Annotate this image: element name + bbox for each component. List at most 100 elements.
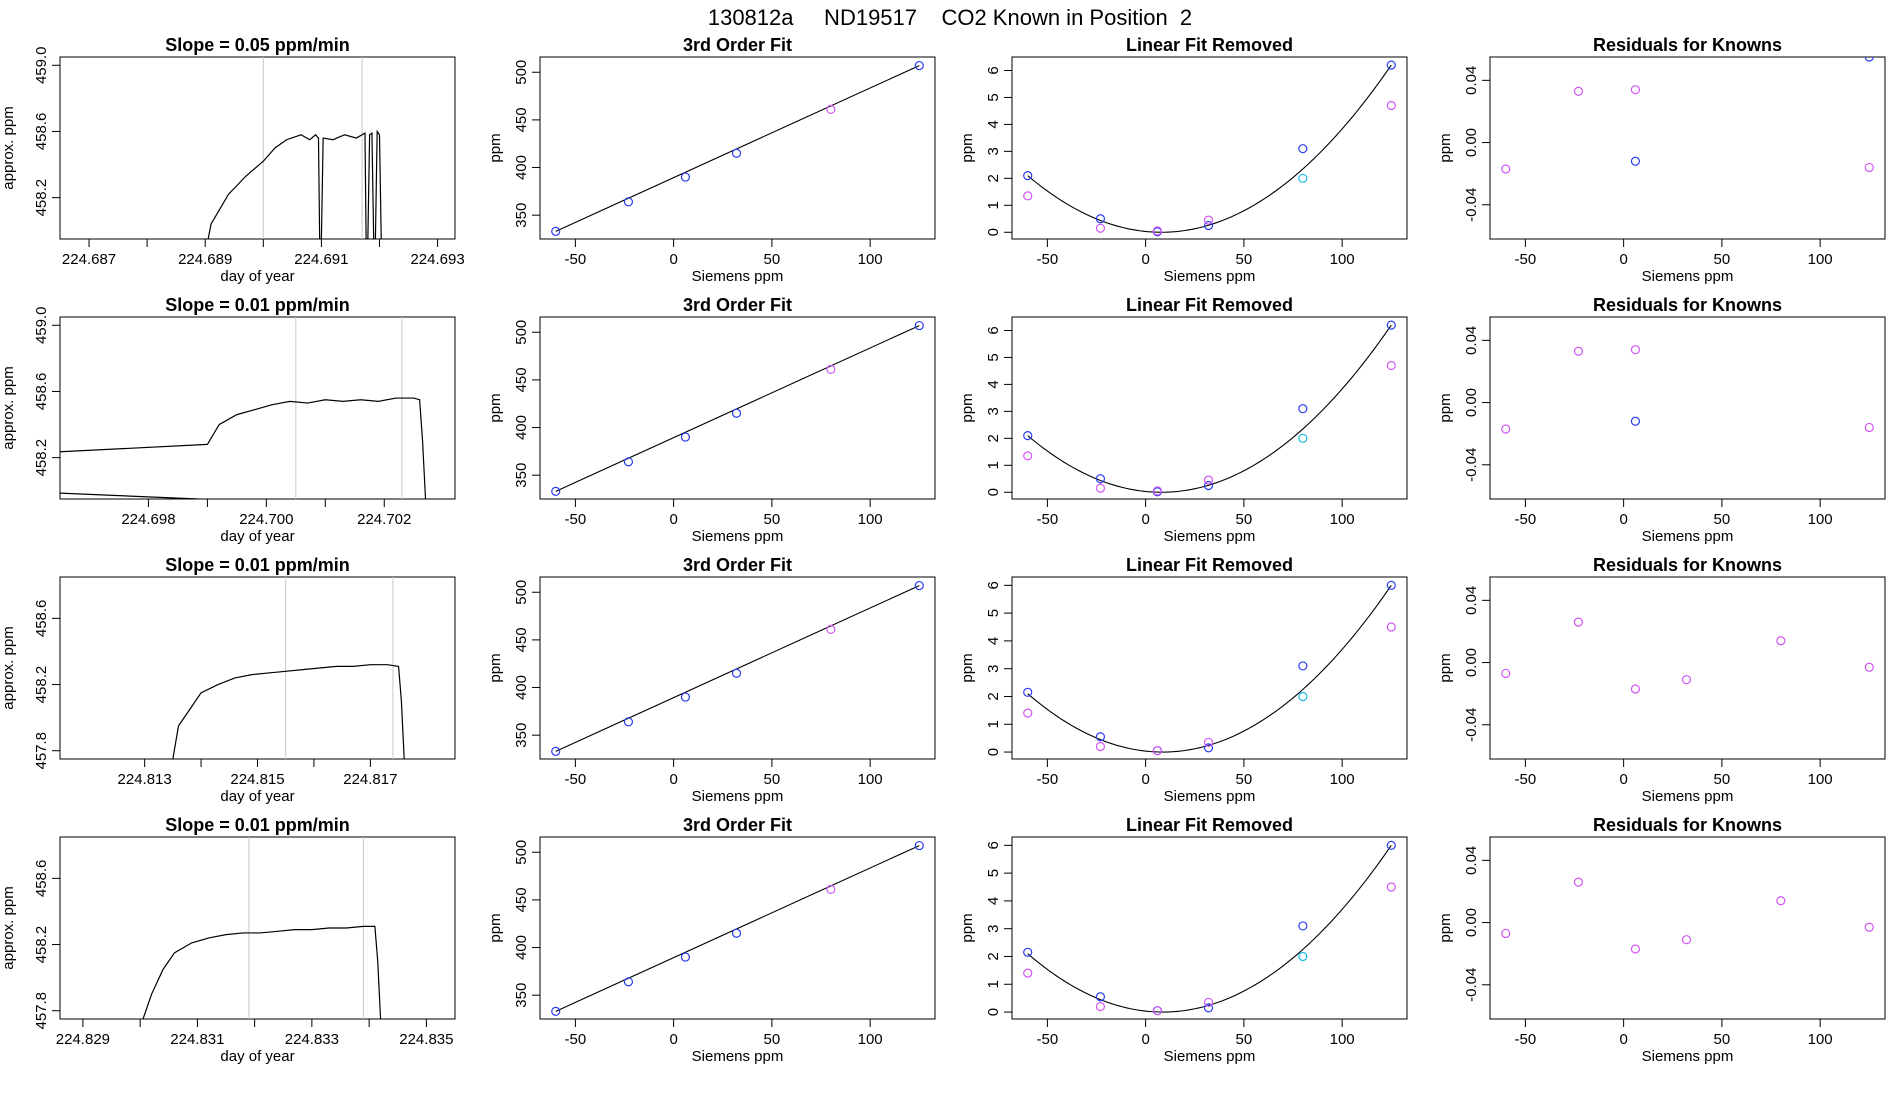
plot-area — [1023, 580, 1396, 756]
plot-area — [1023, 60, 1396, 237]
data-point — [914, 320, 924, 331]
x-tick-label: 50 — [1714, 511, 1731, 528]
data-point — [1152, 226, 1163, 236]
x-axis-label: Siemens ppm — [1164, 1048, 1256, 1065]
x-tick-label: 100 — [1808, 511, 1833, 528]
data-point — [1203, 475, 1214, 485]
x-tick-label: 224.698 — [121, 511, 175, 528]
y-tick-label: 1 — [985, 980, 1002, 988]
x-tick-label: 0 — [669, 251, 677, 268]
plot-frame — [1011, 56, 1408, 240]
x-tick-label: 0 — [1141, 511, 1149, 528]
x-tick-label: 100 — [858, 1031, 883, 1048]
x-tick-label: 50 — [1714, 1031, 1731, 1048]
y-tick-label: 350 — [513, 723, 530, 748]
y-tick-label: 0.04 — [1463, 326, 1480, 355]
data-point — [1152, 1006, 1163, 1016]
data-point — [1152, 746, 1163, 756]
x-tick-label: 50 — [764, 251, 781, 268]
panel-title: Residuals for Knowns — [1593, 35, 1782, 55]
data-point — [914, 840, 924, 851]
x-tick-label: 224.700 — [239, 511, 293, 528]
y-tick-label: 3 — [985, 665, 1002, 673]
y-tick-label: 350 — [513, 463, 530, 488]
x-tick-label: 0 — [1141, 1031, 1149, 1048]
x-axis-label: Siemens ppm — [1642, 1048, 1734, 1065]
plot-frame — [1489, 316, 1886, 500]
panel-r2c2: 3rd Order Fit -50 0 50 100 350 400 450 500 Siemen… — [487, 295, 936, 545]
plot-frame — [1489, 836, 1886, 1020]
fit-curve — [1027, 324, 1392, 493]
panel-title: Residuals for Knowns — [1593, 555, 1782, 575]
y-tick-label: 3 — [985, 925, 1002, 933]
panel-r4c4: Residuals for Knowns -50 0 50 100 -0.04 0.00 0.… — [1437, 815, 1886, 1065]
data-point — [1203, 997, 1214, 1007]
data-point — [1386, 360, 1396, 371]
x-tick-label: 50 — [764, 771, 781, 788]
panel-title: 3rd Order Fit — [683, 555, 792, 575]
data-point — [623, 717, 634, 727]
data-point — [1776, 896, 1786, 906]
data-point — [1203, 743, 1214, 753]
x-tick-label: 0 — [1141, 771, 1149, 788]
x-tick-label: 0 — [1619, 771, 1627, 788]
y-tick-label: 350 — [513, 983, 530, 1008]
fit-curve — [1027, 585, 1392, 753]
y-tick-label: 458.2 — [33, 926, 50, 964]
data-point — [1573, 617, 1584, 627]
data-point — [623, 197, 634, 207]
y-tick-label: 5 — [985, 353, 1002, 361]
x-tick-label: 50 — [1714, 251, 1731, 268]
panel-title: Linear Fit Removed — [1126, 35, 1293, 55]
plot-area — [1501, 877, 1874, 954]
series-line — [60, 397, 427, 499]
plot-area — [1501, 57, 1874, 174]
plot-area — [142, 837, 382, 1019]
data-point — [1681, 675, 1692, 685]
data-point — [1573, 877, 1584, 887]
y-tick-label: 6 — [985, 66, 1002, 74]
data-point — [731, 668, 742, 678]
x-axis-label: Siemens ppm — [1642, 268, 1734, 285]
x-tick-label: 0 — [669, 771, 677, 788]
y-tick-label: 350 — [513, 203, 530, 228]
data-point — [1386, 320, 1396, 330]
y-tick-label: 0 — [985, 488, 1002, 496]
x-tick-label: 100 — [1808, 771, 1833, 788]
data-point — [1501, 164, 1511, 174]
data-point — [1501, 668, 1511, 679]
panel-r4c1: Slope = 0.01 ppm/min 224.829 224.831 224.83… — [0, 815, 456, 1065]
x-tick-label: 224.813 — [118, 771, 172, 788]
x-tick-label: 224.693 — [410, 251, 464, 268]
x-tick-label: 50 — [764, 511, 781, 528]
y-tick-label: 500 — [513, 60, 530, 85]
series-line — [172, 664, 405, 759]
data-point — [1630, 416, 1641, 426]
data-point — [1386, 882, 1396, 892]
y-tick-label: 459.0 — [33, 306, 50, 344]
x-tick-label: 100 — [1330, 251, 1355, 268]
x-tick-label: 50 — [1714, 771, 1731, 788]
y-tick-label: 0.04 — [1463, 846, 1480, 875]
y-tick-label: 0.04 — [1463, 586, 1480, 615]
data-point — [551, 486, 561, 496]
data-point — [1298, 661, 1308, 671]
y-tick-label: -0.04 — [1463, 708, 1480, 742]
data-point — [1630, 684, 1641, 694]
x-tick-label: -50 — [1037, 771, 1059, 788]
y-tick-label: -0.04 — [1463, 448, 1480, 482]
data-point — [826, 104, 836, 115]
plot-area — [551, 840, 924, 1016]
y-tick-label: 5 — [985, 93, 1002, 101]
data-point — [551, 746, 561, 756]
y-tick-label: 4 — [985, 380, 1002, 388]
data-point — [1152, 486, 1163, 496]
panel-title: Slope = 0.01 ppm/min — [165, 815, 350, 835]
plot-frame — [1011, 576, 1408, 760]
y-axis-label: ppm — [487, 133, 504, 162]
y-axis-label: ppm — [959, 393, 976, 422]
y-tick-label: 458.2 — [33, 439, 50, 477]
data-point — [914, 60, 924, 71]
y-axis-label: approx. ppm — [0, 626, 17, 709]
y-tick-label: 6 — [985, 581, 1002, 589]
